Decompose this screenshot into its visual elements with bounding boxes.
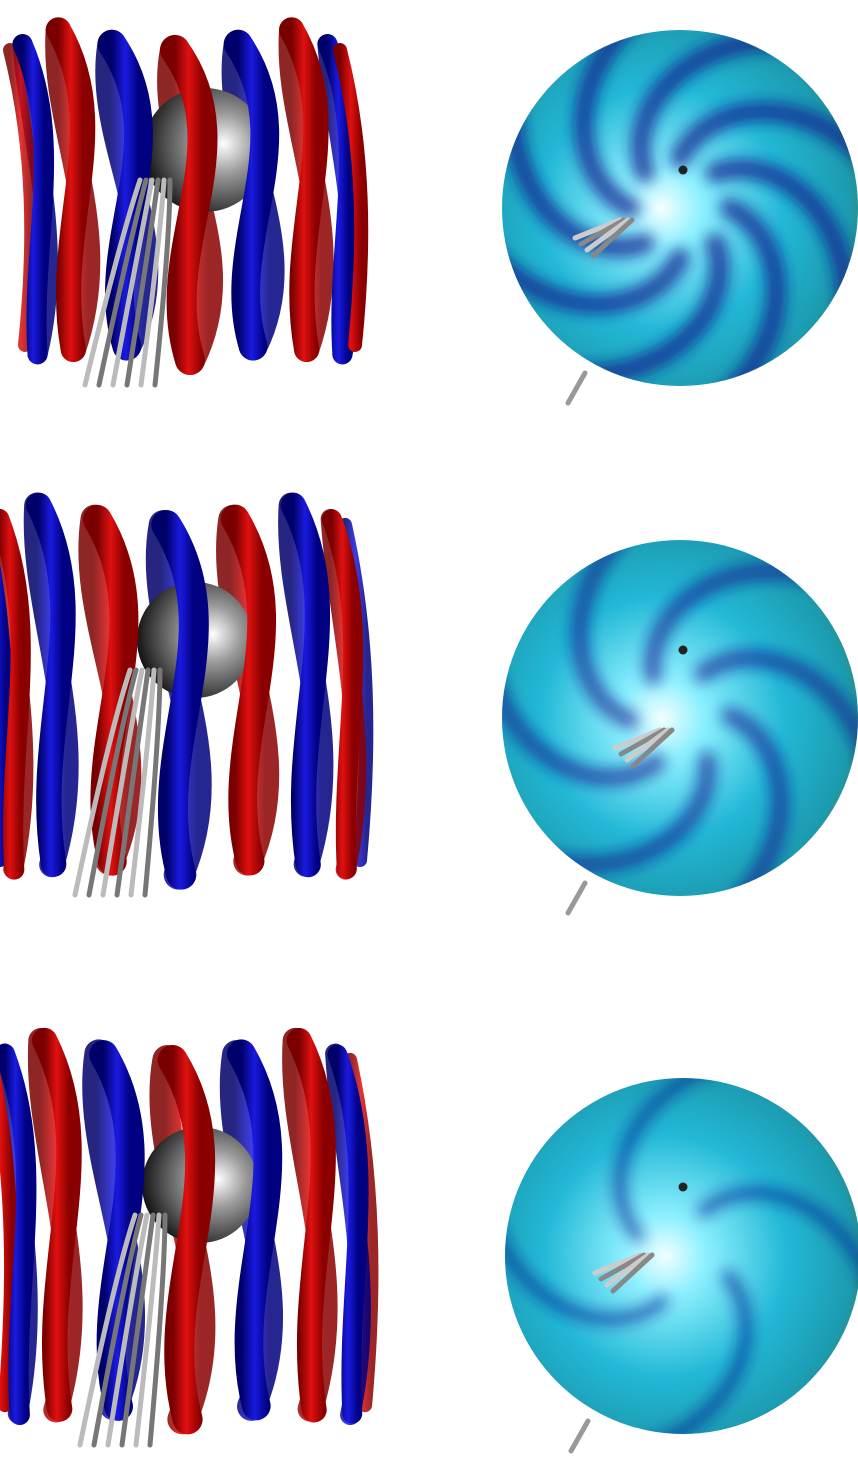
field-tube: [133, 1212, 162, 1448]
field-tube: [630, 727, 675, 769]
swirl-arm: [573, 30, 642, 218]
vortex-ribbon: [226, 1039, 283, 1421]
vortex-ribbon: [220, 504, 277, 876]
field-tube: [138, 177, 167, 388]
field-tube: [565, 370, 588, 406]
swirl-arm: [539, 751, 717, 874]
swirl-arm: [503, 99, 655, 258]
vortex-ribbon: [321, 509, 364, 879]
field-tube: [610, 1252, 655, 1294]
field-tube: [578, 217, 627, 247]
swirl-arms: [502, 30, 858, 386]
swirl-arm: [570, 540, 639, 729]
outer-shell: [505, 1078, 858, 1434]
swirl-arm: [502, 666, 666, 787]
swirl-arm: [612, 1078, 725, 1243]
field-tube: [152, 177, 173, 388]
field-tube: [124, 177, 161, 388]
swirl-arm: [505, 1214, 670, 1327]
swirl-arm: [705, 158, 857, 317]
pole-dot: [678, 165, 688, 175]
field-tube: [77, 1212, 138, 1448]
vortex-ribbon: [157, 1044, 216, 1435]
field-tube: [72, 667, 133, 898]
field-tube: [584, 217, 631, 253]
field-tube: [114, 667, 151, 898]
field-tube: [572, 217, 623, 241]
vortex-ribbon: [317, 34, 359, 365]
swirl-arm: [641, 1269, 754, 1434]
field-tube: [624, 727, 671, 763]
field-tube: [86, 667, 139, 898]
swirl-arm: [696, 1185, 858, 1298]
field-tube: [598, 1252, 647, 1282]
swirl-arms: [502, 540, 858, 896]
vortex-ribbon: [160, 35, 218, 375]
vortex-ribbon: [327, 1044, 369, 1424]
swirl-arm: [721, 707, 790, 896]
swirl-arm: [643, 562, 821, 685]
swirl-arm: [694, 649, 858, 770]
vortex-ribbon: [280, 492, 330, 878]
field-tube: [618, 727, 667, 757]
vortex-ribbon: [0, 1072, 19, 1413]
field-tube: [128, 667, 157, 898]
swirl-arm: [502, 246, 690, 315]
field-tube: [565, 880, 588, 916]
field-tube: [612, 727, 663, 751]
pole-dot: [678, 1182, 688, 1192]
vortex-ribbon: [0, 1043, 37, 1426]
field-tube: [96, 177, 149, 388]
vortex-ribbon: [286, 1028, 336, 1423]
field-tube: [142, 667, 163, 898]
field-tube: [592, 1252, 643, 1276]
vortex-ribbon: [97, 29, 153, 361]
vortex-ribbon: [279, 17, 329, 363]
vortex-ribbon: [45, 17, 96, 363]
swirl-arm: [718, 198, 787, 386]
swirl-arm: [630, 31, 789, 183]
swirl-arms: [505, 1078, 858, 1434]
swirl-arm: [571, 233, 730, 385]
vortex-ribbon: [12, 34, 55, 365]
field-tube: [105, 1212, 150, 1448]
field-tube: [91, 1212, 144, 1448]
field-tube: [604, 1252, 651, 1288]
field-tube: [590, 217, 635, 259]
vortex-ribbon: [25, 492, 76, 877]
field-tube: [119, 1212, 156, 1448]
field-tube: [147, 1212, 168, 1448]
vortex-ribbon: [333, 43, 369, 352]
outer-shell: [502, 540, 858, 896]
field-tube: [100, 667, 145, 898]
swirl-arm: [670, 101, 858, 170]
pole-dot: [678, 645, 688, 655]
field-tube: [110, 177, 155, 388]
vortex-ribbon: [31, 1027, 82, 1422]
vortex-ribbon: [223, 29, 280, 361]
field-tube: [568, 1418, 591, 1454]
vortex-ribbon: [0, 508, 31, 880]
field-tube: [82, 177, 143, 388]
vortex-ribbon: [151, 509, 209, 890]
